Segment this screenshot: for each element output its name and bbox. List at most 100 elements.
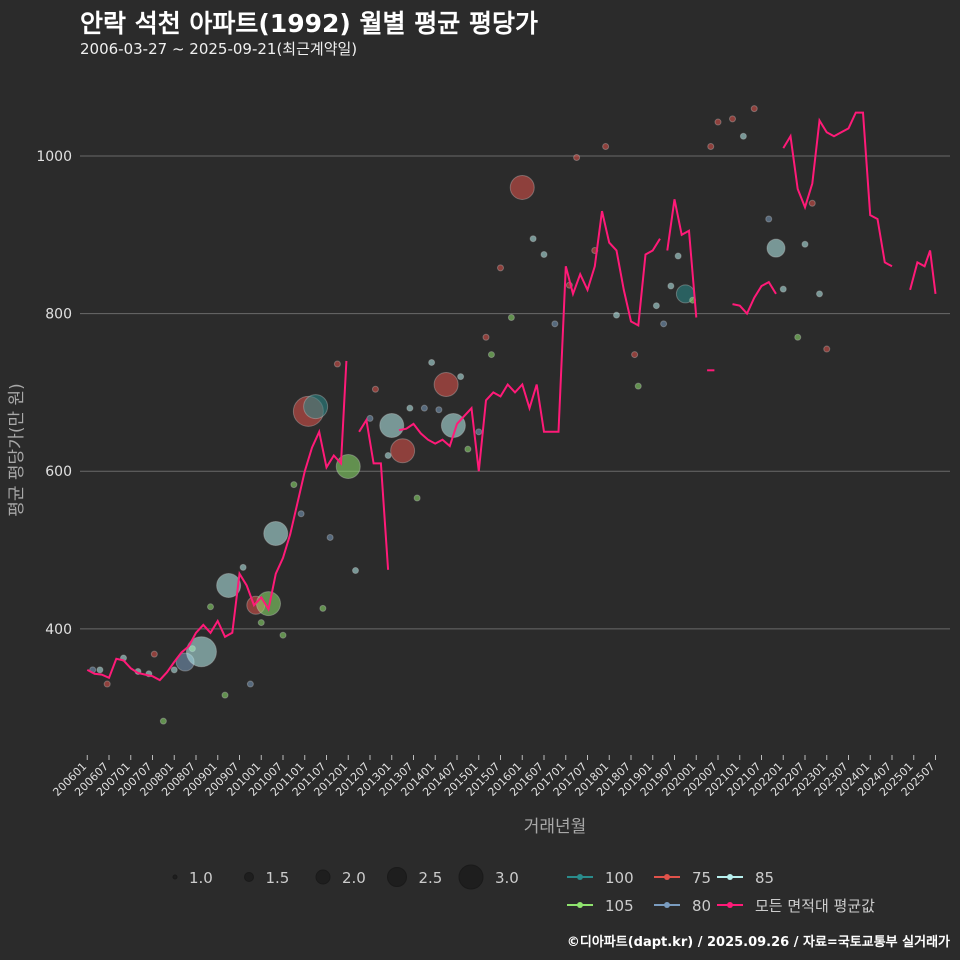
- scatter-point: [352, 567, 359, 575]
- scatter-point: [808, 199, 816, 207]
- scatter-point: [319, 604, 327, 612]
- y-tick-label: 400: [45, 622, 72, 638]
- scatter-point: [540, 250, 548, 258]
- avg-series-line: [732, 280, 777, 316]
- scatter-point: [290, 481, 298, 489]
- scatter-point: [333, 360, 341, 368]
- scatter-point: [551, 320, 559, 328]
- scatter-point: [507, 314, 515, 322]
- avg-series-line: [358, 417, 390, 570]
- x-axis-title: 거래년월: [524, 817, 587, 837]
- scatter-point: [256, 591, 281, 617]
- avg-series-line: [666, 199, 698, 318]
- scatter-point: [816, 290, 823, 298]
- scatter-point: [801, 240, 809, 248]
- scatter-point: [428, 358, 436, 366]
- scatter-point: [207, 603, 214, 611]
- color-legend-label: 80: [692, 897, 711, 915]
- scatter-point: [674, 252, 682, 260]
- scatter-point: [406, 404, 414, 412]
- scatter-point: [739, 132, 747, 140]
- color-legend-label: 75: [692, 869, 711, 887]
- size-legend-symbol: [458, 864, 484, 890]
- chart-title: 안락 석천 아파트(1992) 월별 평균 평당가: [80, 9, 538, 38]
- color-legend-label: 100: [605, 869, 634, 887]
- scatter-point: [482, 333, 490, 341]
- scatter-point: [371, 385, 379, 393]
- scatter-point: [667, 282, 675, 290]
- scatter-point: [366, 414, 374, 422]
- scatter-point: [159, 717, 167, 725]
- scatter-point: [335, 454, 361, 480]
- color-legend-dot: [664, 902, 670, 908]
- scatter-point: [779, 285, 787, 293]
- source-credit: ©디아파트(dapt.kr) / 2025.09.26 / 자료=국토교통부 실…: [566, 935, 950, 950]
- scatter-point: [103, 680, 111, 688]
- scatter-point: [263, 521, 289, 547]
- size-legend-symbol: [244, 872, 254, 882]
- scatter-point: [765, 215, 773, 223]
- color-legend-dot: [727, 902, 733, 908]
- size-legend-symbol: [172, 874, 178, 880]
- color-legend-label: 85: [755, 869, 774, 887]
- scatter-point: [96, 666, 104, 674]
- scatter-point: [475, 428, 483, 436]
- scatter-point: [652, 302, 660, 310]
- scatter-point: [185, 636, 217, 668]
- size-legend-symbol: [387, 867, 407, 887]
- color-legend-dot: [727, 874, 733, 880]
- scatter-point: [435, 406, 443, 414]
- chart-subtitle: 2006-03-27 ~ 2025-09-21(최근계약일): [80, 40, 358, 58]
- scatter-point: [279, 631, 287, 639]
- avg-series-line: [398, 210, 661, 472]
- scatter-point: [170, 666, 178, 674]
- y-axis-title: 평균 평당가(만 원): [7, 383, 27, 517]
- avg-series-line: [86, 360, 348, 682]
- scatter-point: [707, 142, 715, 150]
- scatter-point: [509, 174, 535, 200]
- scatter-point: [573, 154, 581, 162]
- scatter-point: [613, 311, 620, 319]
- y-tick-label: 1000: [36, 149, 72, 165]
- scatter-point: [660, 320, 668, 328]
- color-legend-label: 모든 면적대 평균값: [755, 897, 875, 915]
- scatter-point: [464, 445, 472, 453]
- scatter-point: [433, 372, 459, 398]
- y-tick-label: 600: [45, 464, 72, 480]
- color-legend-dot: [577, 874, 583, 880]
- size-legend-label: 3.0: [495, 869, 519, 887]
- color-legend-dot: [664, 874, 670, 880]
- scatter-point: [297, 510, 305, 518]
- scatter-point: [823, 345, 831, 353]
- scatter-point: [714, 118, 722, 126]
- scatter-point: [497, 264, 504, 272]
- scatter-point: [216, 573, 242, 599]
- scatter-point: [384, 451, 392, 459]
- scatter-point: [303, 394, 329, 420]
- scatter-point: [390, 438, 416, 464]
- size-legend-label: 2.0: [342, 869, 366, 887]
- color-legend-label: 105: [605, 897, 634, 915]
- size-legend-label: 1.5: [266, 869, 290, 887]
- scatter-point: [239, 563, 247, 571]
- scatter-point: [257, 619, 265, 627]
- size-legend-label: 1.0: [189, 869, 213, 887]
- scatter-point: [379, 413, 405, 439]
- scatter-point: [413, 494, 421, 502]
- scatter-point: [529, 235, 537, 243]
- scatter-point: [246, 680, 254, 688]
- size-legend-symbol: [315, 869, 331, 885]
- scatter-point: [631, 351, 639, 359]
- scatter-point: [457, 373, 465, 381]
- scatter-point: [602, 142, 610, 150]
- scatter-point: [221, 691, 229, 699]
- avg-series-line: [782, 111, 893, 268]
- y-tick-label: 800: [45, 307, 72, 323]
- scatter-point: [729, 115, 736, 123]
- scatter-point: [634, 382, 642, 390]
- scatter-point: [794, 333, 802, 341]
- scatter-point: [750, 105, 758, 113]
- scatter-point: [150, 650, 158, 658]
- color-legend-dot: [577, 902, 583, 908]
